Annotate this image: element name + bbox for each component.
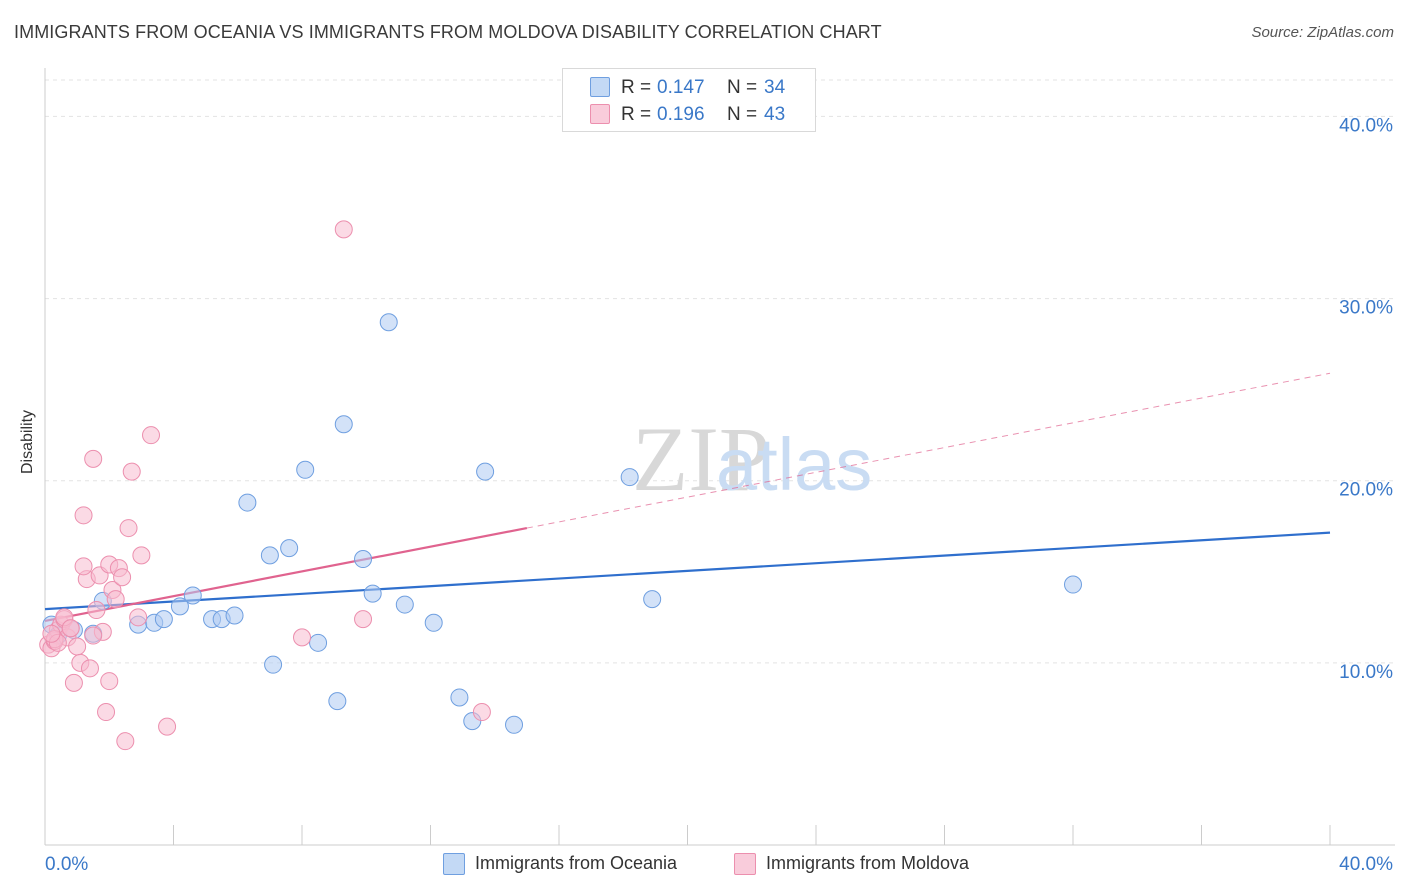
data-point-moldova [334,220,353,239]
data-point-oceania [328,692,347,711]
tick-labels: 10.0% 20.0% 30.0% 40.0% 0.0% 40.0% [45,115,1393,875]
legend-swatch-moldova [590,104,610,124]
data-point-moldova [113,568,132,587]
data-point-oceania [238,493,257,512]
y-tick-label: 30.0% [1339,298,1393,319]
data-point-moldova [132,546,151,565]
correlation-legend: R = 0.147 N = 34 R = 0.196 N = 43 [562,68,816,132]
data-point-oceania [280,539,299,558]
data-point-oceania [424,613,443,632]
data-point-oceania [643,590,662,609]
data-point-oceania [296,460,315,479]
trend-line-moldova-extension [526,372,1331,529]
bottom-legend-swatch-oceania [443,853,465,875]
data-point-oceania [183,586,202,605]
bottom-legend-label-moldova: Immigrants from Moldova [766,853,970,873]
legend-r-label: R = [621,104,652,125]
x-tick-label-min: 0.0% [45,854,88,875]
data-point-oceania [225,606,244,625]
legend-r-value: 0.196 [657,104,705,125]
legend-n-value: 34 [764,77,786,98]
data-point-moldova [129,608,148,627]
legend-r-label: R = [621,77,652,98]
data-point-oceania [354,550,373,569]
watermark: ZIP atlas [632,408,872,510]
data-point-moldova [293,628,311,647]
x-tick-label-max: 40.0% [1339,854,1393,875]
data-point-moldova [74,557,93,576]
chart-title: IMMIGRANTS FROM OCEANIA VS IMMIGRANTS FR… [14,22,882,42]
watermark-atlas: atlas [716,423,872,506]
legend-r-value: 0.147 [657,77,705,98]
y-tick-label: 10.0% [1339,662,1393,683]
legend-n-label: N = [727,104,758,125]
data-point-moldova [354,610,373,629]
source-label: Source: ZipAtlas.com [1251,24,1394,41]
data-point-moldova [80,659,99,678]
data-point-moldova [87,601,106,620]
y-tick-label: 20.0% [1339,480,1393,501]
data-point-moldova [97,703,116,722]
axes [44,68,1395,846]
data-point-oceania [505,715,524,734]
data-point-oceania [620,468,639,487]
data-point-moldova [106,590,125,609]
data-point-oceania [476,462,495,481]
data-point-moldova [68,637,87,656]
data-point-oceania [1064,575,1082,594]
data-point-moldova [158,717,177,736]
data-point-moldova [61,619,80,638]
gridlines [45,79,1395,664]
data-point-moldova [84,626,103,645]
trend-line-oceania [44,531,1331,611]
data-point-moldova [116,732,135,751]
data-point-moldova [42,624,61,643]
data-point-oceania [154,610,173,629]
bottom-legend-swatch-moldova [734,853,756,875]
data-point-oceania [309,633,328,652]
data-point-oceania [379,313,398,332]
data-point-moldova [84,449,103,468]
data-point-moldova [119,519,138,538]
legend-n-label: N = [727,77,758,98]
watermark-zip: ZIP [632,408,770,510]
data-point-oceania [363,584,382,603]
data-point-oceania [450,688,469,707]
data-point-moldova [74,506,93,525]
y-tick-label: 40.0% [1339,115,1393,136]
data-points [39,220,1082,751]
data-point-oceania [170,597,189,616]
data-point-oceania [264,655,283,674]
data-point-moldova [472,703,491,722]
data-point-oceania [260,546,279,565]
data-point-moldova [64,673,83,692]
bottom-legend-label-oceania: Immigrants from Oceania [475,853,678,873]
data-point-moldova [142,426,161,445]
data-point-moldova [100,672,119,691]
data-point-moldova [122,462,141,481]
data-point-oceania [395,595,414,614]
trend-lines [44,372,1331,623]
legend-swatch-oceania [590,77,610,97]
trend-line-moldova [44,526,528,623]
data-point-oceania [334,415,353,434]
legend-n-value: 43 [764,104,786,125]
